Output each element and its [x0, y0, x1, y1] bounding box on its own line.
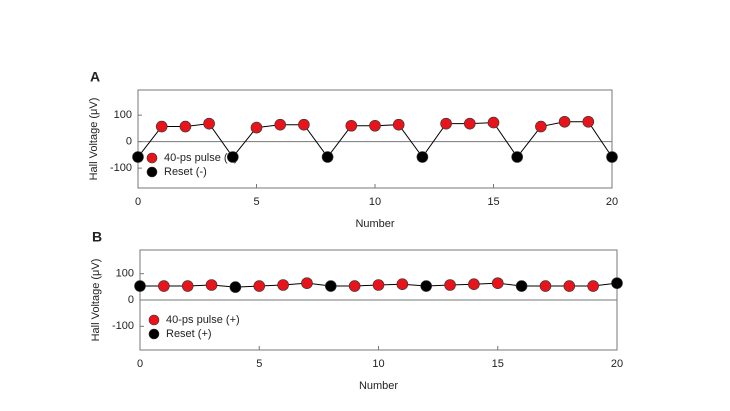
- y-tick-label: 0: [126, 136, 132, 148]
- data-point: [277, 279, 289, 291]
- y-axis-label: Hall Voltage (μV): [90, 259, 102, 342]
- legend-marker: [148, 314, 160, 326]
- plot-frame: [137, 89, 613, 189]
- data-point: [203, 117, 215, 130]
- legend-label: Reset (-): [164, 166, 207, 178]
- data-point: [298, 118, 310, 131]
- data-point: [511, 151, 524, 163]
- y-tick-label: 100: [114, 109, 132, 121]
- data-point: [324, 280, 337, 292]
- x-tick-label: 10: [369, 196, 381, 208]
- data-point: [372, 279, 385, 291]
- data-point: [132, 151, 144, 163]
- data-point: [468, 278, 480, 291]
- data-point: [158, 280, 170, 292]
- panel-label: A: [90, 69, 100, 85]
- data-point: [420, 280, 433, 292]
- data-point: [250, 121, 263, 134]
- data-point: [348, 280, 361, 292]
- data-point: [179, 120, 192, 133]
- x-tick-label: 20: [611, 358, 623, 370]
- x-tick-label: 0: [137, 358, 143, 370]
- data-point: [535, 120, 547, 133]
- data-point: [487, 116, 500, 129]
- x-axis-label: Number: [355, 218, 394, 230]
- data-point: [274, 118, 287, 131]
- x-tick-label: 0: [135, 196, 141, 208]
- data-point: [181, 280, 194, 292]
- legend-marker: [146, 152, 158, 164]
- data-point: [582, 115, 595, 128]
- data-point: [134, 280, 146, 292]
- y-axis-label: Hall Voltage (μV): [88, 98, 100, 181]
- x-axis-label: Number: [359, 380, 398, 392]
- x-tick-label: 15: [492, 358, 504, 370]
- data-point: [606, 151, 618, 163]
- x-tick-label: 5: [256, 358, 262, 370]
- data-point: [558, 115, 571, 128]
- data-point: [392, 118, 405, 131]
- y-tick-label: 0: [128, 294, 134, 306]
- data-point: [491, 277, 504, 289]
- legend-marker: [148, 328, 160, 340]
- data-point: [321, 151, 334, 163]
- data-point: [155, 120, 168, 133]
- data-point: [563, 280, 576, 292]
- y-tick-label: -100: [110, 162, 132, 174]
- data-point: [369, 119, 381, 132]
- data-point: [301, 277, 313, 289]
- data-point: [444, 279, 456, 291]
- data-point: [396, 278, 409, 291]
- legend-label: 40-ps pulse (+): [166, 314, 240, 326]
- x-tick-label: 15: [487, 196, 499, 208]
- data-point: [205, 279, 218, 291]
- data-point: [440, 117, 452, 130]
- data-point: [611, 277, 623, 289]
- data-point: [416, 151, 429, 163]
- x-tick-label: 10: [372, 358, 384, 370]
- data-point: [587, 280, 599, 292]
- data-point: [345, 119, 358, 132]
- data-point: [229, 281, 242, 293]
- data-point: [227, 151, 239, 163]
- legend-label: 40-ps pulse (+): [164, 152, 238, 164]
- y-tick-label: 100: [116, 268, 134, 280]
- x-tick-label: 5: [253, 196, 259, 208]
- data-point: [515, 280, 528, 292]
- legend-label: Reset (+): [166, 328, 212, 340]
- y-tick-label: -100: [112, 320, 134, 332]
- panel-label: B: [92, 229, 102, 245]
- x-tick-label: 20: [606, 196, 618, 208]
- data-point: [539, 280, 552, 292]
- legend-marker: [146, 166, 158, 178]
- data-point: [463, 117, 476, 130]
- data-point: [253, 280, 266, 292]
